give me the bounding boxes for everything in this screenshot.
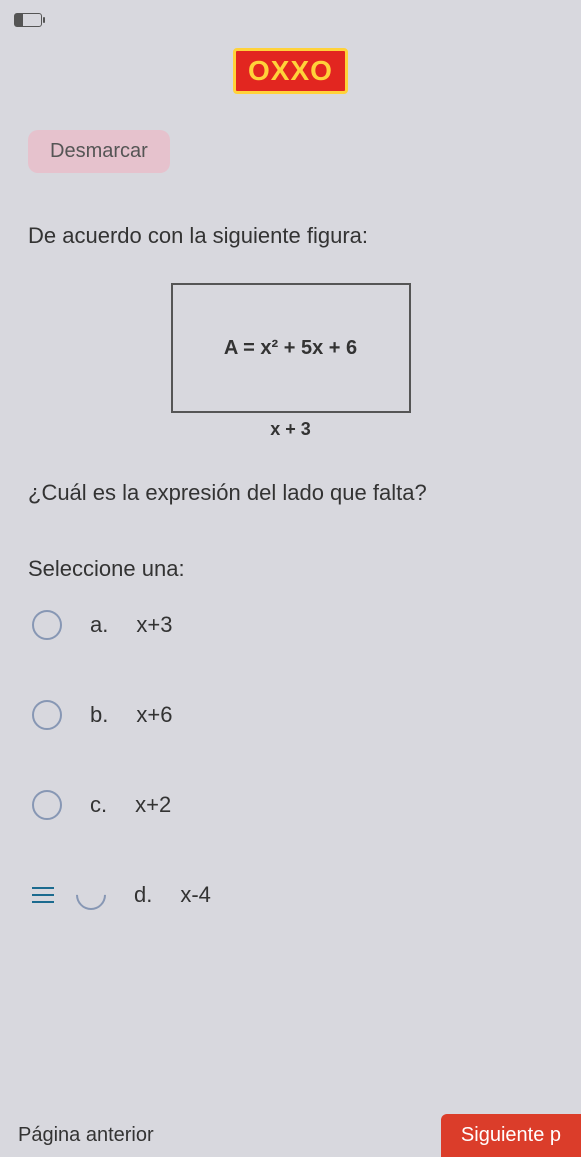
logo-area: OXXO [0, 40, 581, 112]
intro-text: De acuerdo con la siguiente figura: [28, 223, 553, 249]
content: Desmarcar De acuerdo con la siguiente fi… [0, 112, 581, 910]
figure: A = x² + 5x + 6 x + 3 [28, 283, 553, 440]
desmarcar-button[interactable]: Desmarcar [28, 130, 170, 173]
radio-icon[interactable] [70, 874, 112, 916]
radio-icon[interactable] [32, 700, 62, 730]
battery-icon [14, 13, 42, 27]
option-letter: c. [90, 792, 107, 818]
option-letter: a. [90, 612, 108, 638]
option-text: x-4 [180, 882, 211, 908]
radio-icon[interactable] [32, 610, 62, 640]
question-text: ¿Cuál es la expresión del lado que falta… [28, 480, 553, 506]
options-list: a. x+3 b. x+6 c. x+2 d. x-4 [28, 610, 553, 910]
option-d-row: d. x-4 [32, 880, 553, 910]
figure-bottom-label: x + 3 [270, 419, 311, 440]
figure-rectangle: A = x² + 5x + 6 [171, 283, 411, 413]
figure-area-label: A = x² + 5x + 6 [224, 337, 357, 360]
option-letter: b. [90, 702, 108, 728]
next-page-button[interactable]: Siguiente p [441, 1114, 581, 1157]
radio-icon[interactable] [32, 790, 62, 820]
option-letter: d. [134, 882, 152, 908]
option-text: x+2 [135, 792, 171, 818]
option-a[interactable]: a. x+3 [32, 610, 553, 640]
option-text: x+3 [136, 612, 172, 638]
option-c[interactable]: c. x+2 [32, 790, 553, 820]
option-text: x+6 [136, 702, 172, 728]
hamburger-icon[interactable] [32, 887, 54, 903]
oxxo-logo: OXXO [233, 48, 348, 94]
select-one-label: Seleccione una: [28, 556, 553, 582]
status-bar [0, 0, 581, 40]
battery-fill [15, 14, 23, 26]
prev-page-button[interactable]: Página anterior [18, 1124, 154, 1147]
footer-nav: Página anterior Siguiente p [0, 1113, 581, 1157]
option-d[interactable]: d. x-4 [76, 880, 211, 910]
option-b[interactable]: b. x+6 [32, 700, 553, 730]
